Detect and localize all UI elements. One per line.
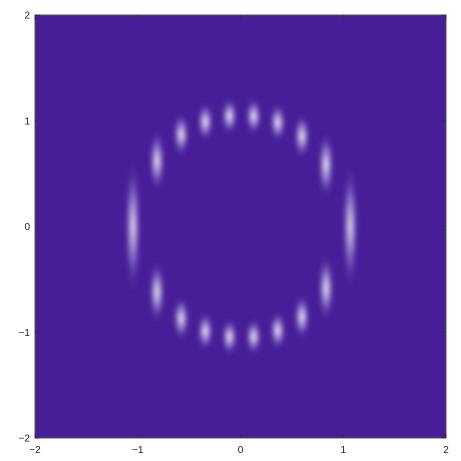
fringe-blob xyxy=(244,97,263,136)
x-tick-label: −2 xyxy=(29,445,41,456)
x-tick-label: 2 xyxy=(443,445,449,456)
x-tick-label: 0 xyxy=(238,445,244,456)
fringe-blob xyxy=(124,157,142,296)
y-axis: −2 −1 0 1 2 xyxy=(19,11,446,445)
y-tick-label: −1 xyxy=(19,328,31,339)
fringe-blob xyxy=(196,311,215,352)
fringe-blob xyxy=(293,112,311,160)
fringe-blob xyxy=(269,102,287,143)
fringe-blob xyxy=(172,295,190,342)
fringe-blob xyxy=(269,310,287,351)
fringe-blob xyxy=(293,293,311,341)
y-tick-label: 2 xyxy=(24,11,30,22)
fringe-blob xyxy=(220,317,239,357)
x-tick-label: −1 xyxy=(132,445,144,456)
x-axis: −2 −1 0 1 2 xyxy=(29,15,449,456)
fringe-blob xyxy=(148,259,166,325)
fringe-blob xyxy=(317,130,335,200)
fringe-blob xyxy=(341,161,359,292)
fringe-blob xyxy=(244,317,263,356)
fringe-blob xyxy=(196,101,215,142)
fringe-blob xyxy=(317,253,335,323)
y-tick-label: 0 xyxy=(24,222,30,233)
fringe-blob xyxy=(172,111,190,158)
x-tick-label: 1 xyxy=(340,445,346,456)
plot-background xyxy=(35,15,446,438)
y-tick-label: −2 xyxy=(19,434,31,445)
fringe-pattern xyxy=(124,96,359,357)
fringe-blob xyxy=(148,128,166,194)
y-tick-label: 1 xyxy=(24,116,30,127)
fringe-blob xyxy=(220,96,239,136)
plot-area xyxy=(35,15,446,438)
